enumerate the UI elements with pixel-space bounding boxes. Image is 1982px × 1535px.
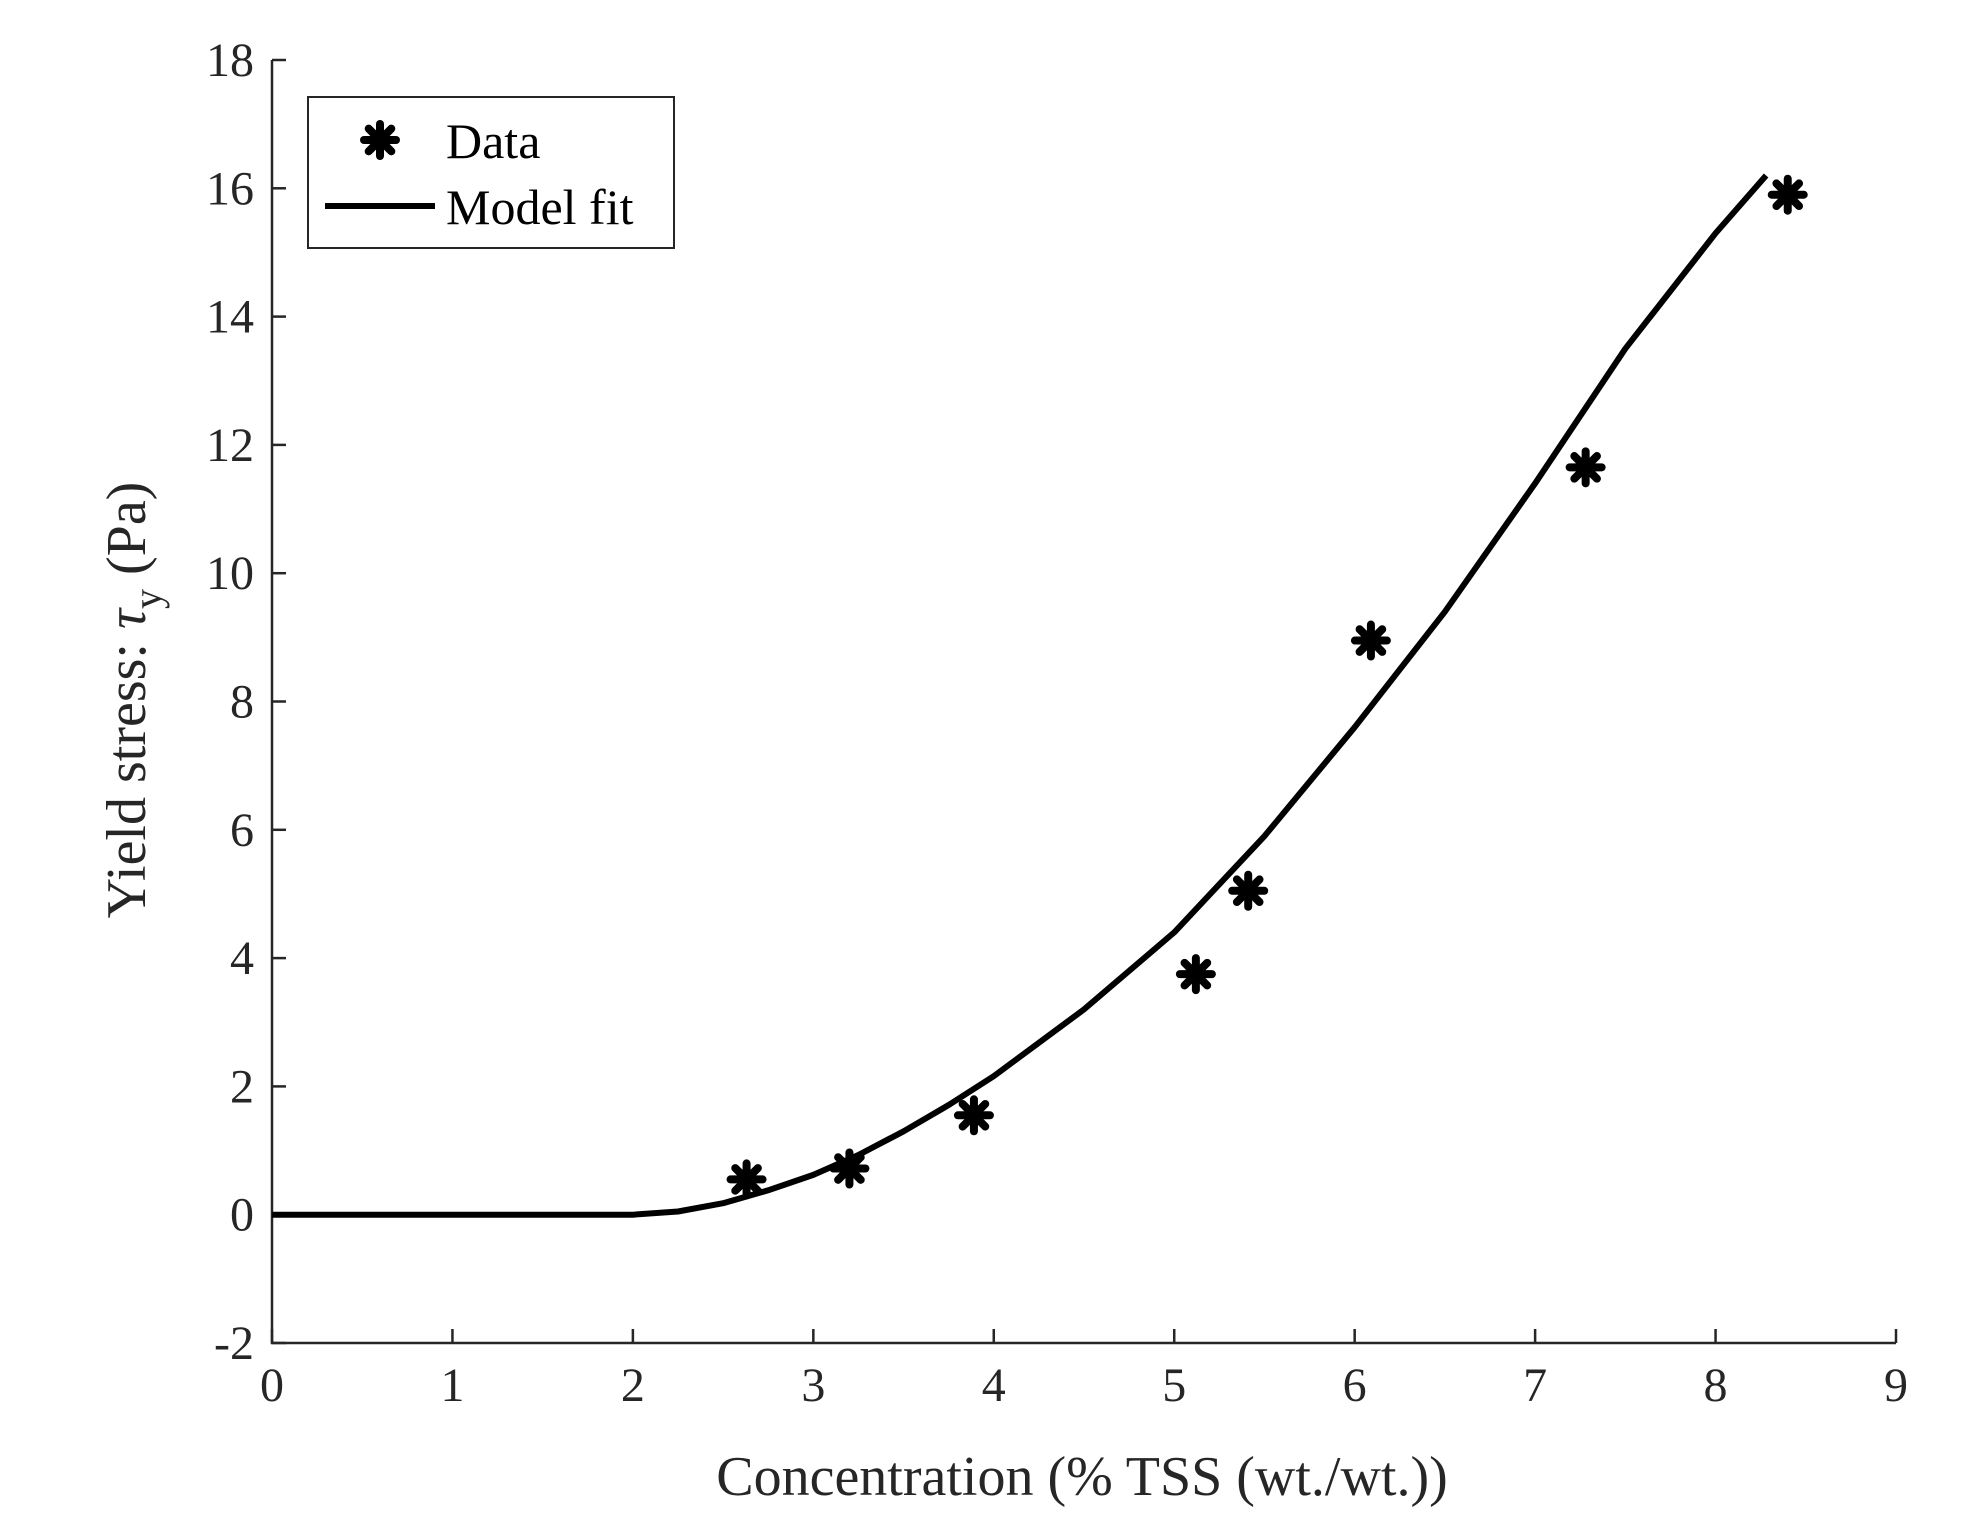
data-point-4 bbox=[1228, 870, 1269, 911]
x-tick-label-7: 7 bbox=[1523, 1359, 1547, 1412]
y-tick-label-7: 12 bbox=[206, 419, 254, 472]
x-tick-label-3: 3 bbox=[801, 1359, 825, 1412]
legend-label-model-fit: Model fit bbox=[446, 179, 634, 235]
y-tick-label-0: -2 bbox=[214, 1317, 254, 1370]
axes-lines bbox=[270, 60, 1896, 1345]
data-point-2 bbox=[953, 1095, 994, 1136]
data-point-0 bbox=[726, 1159, 767, 1200]
legend-asterisk bbox=[360, 120, 400, 160]
y-tick-label-2: 2 bbox=[230, 1060, 254, 1113]
y-tick-label-9: 16 bbox=[206, 162, 254, 215]
x-tick-label-1: 1 bbox=[440, 1359, 464, 1412]
legend: Data Model fit bbox=[307, 96, 675, 249]
legend-data-marker bbox=[360, 120, 400, 160]
x-axis-label: Concentration (% TSS (wt./wt.)) bbox=[716, 1446, 1448, 1508]
y-axis-label-prefix: Yield stress: bbox=[96, 629, 158, 918]
data-point-5 bbox=[1350, 620, 1391, 661]
y-tick-label-1: 0 bbox=[230, 1189, 254, 1242]
y-axis-label: Yield stress: τy (Pa) bbox=[96, 482, 170, 919]
y-tick-label-3: 4 bbox=[230, 932, 254, 985]
y-axis-label-unit: (Pa) bbox=[96, 482, 158, 589]
x-tick-label-0: 0 bbox=[260, 1359, 284, 1412]
y-tick-label-4: 6 bbox=[230, 804, 254, 857]
x-tick-label-5: 5 bbox=[1162, 1359, 1186, 1412]
x-tick-label-9: 9 bbox=[1884, 1359, 1908, 1412]
y-tick-label-10: 18 bbox=[206, 34, 254, 87]
data-point-6 bbox=[1565, 447, 1606, 488]
x-tick-label-6: 6 bbox=[1343, 1359, 1367, 1412]
y-tick-label-5: 8 bbox=[230, 676, 254, 729]
data-series bbox=[272, 173, 1808, 1218]
legend-box bbox=[307, 96, 675, 249]
x-tick-label-4: 4 bbox=[982, 1359, 1006, 1412]
model-fit-line bbox=[272, 173, 1769, 1218]
data-point-7 bbox=[1767, 174, 1808, 215]
y-tick-label-8: 14 bbox=[206, 291, 254, 344]
x-tick-label-8: 8 bbox=[1704, 1359, 1728, 1412]
data-point-3 bbox=[1175, 954, 1216, 995]
legend-label-data: Data bbox=[446, 113, 540, 169]
y-tick-label-6: 10 bbox=[206, 547, 254, 600]
x-tick-label-2: 2 bbox=[621, 1359, 645, 1412]
y-axis-label-symbol: τ bbox=[96, 607, 158, 629]
axes bbox=[270, 60, 1896, 1345]
y-axis-label-subscript: y bbox=[125, 589, 170, 609]
